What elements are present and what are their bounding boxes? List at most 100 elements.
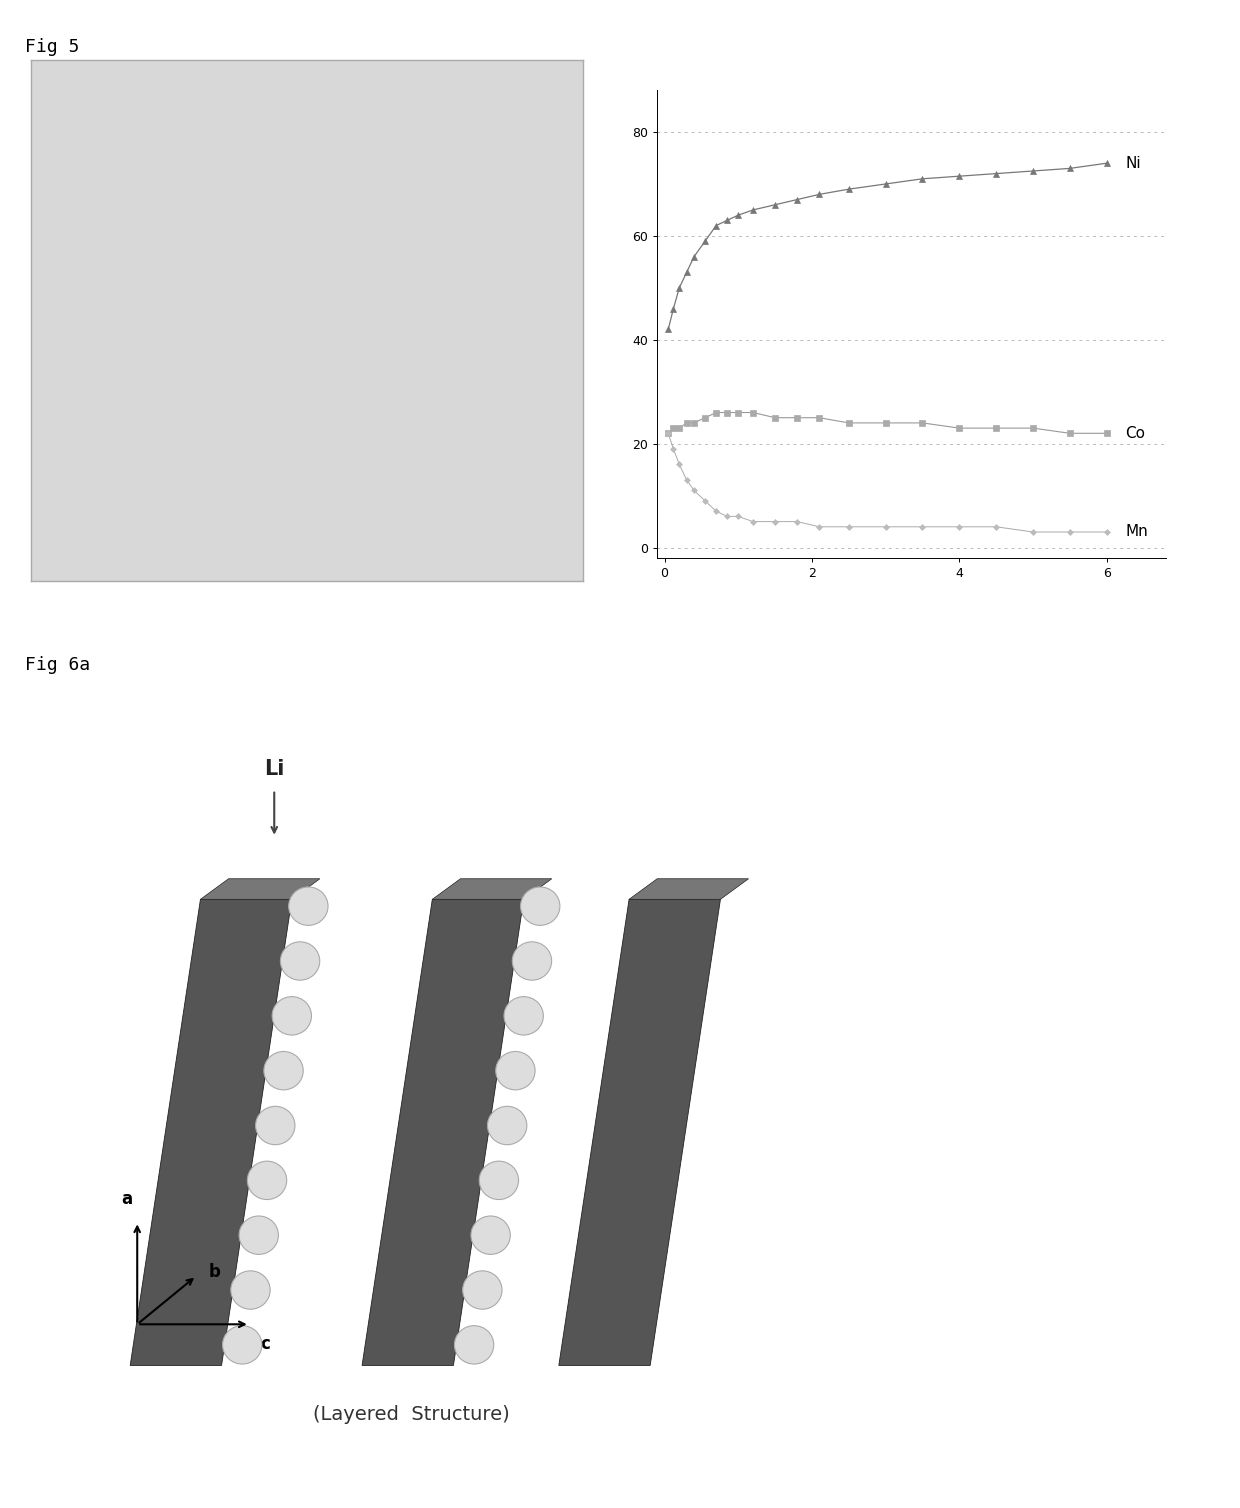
- Circle shape: [409, 253, 433, 276]
- Circle shape: [415, 389, 512, 478]
- Circle shape: [413, 386, 515, 481]
- Circle shape: [445, 416, 482, 451]
- Circle shape: [298, 452, 363, 514]
- Circle shape: [74, 350, 149, 418]
- Text: Li: Li: [264, 760, 284, 780]
- Circle shape: [146, 243, 322, 406]
- Circle shape: [86, 360, 138, 409]
- Circle shape: [192, 285, 277, 363]
- Circle shape: [453, 424, 475, 443]
- Circle shape: [89, 188, 379, 460]
- Circle shape: [87, 360, 136, 407]
- Circle shape: [428, 401, 500, 467]
- Circle shape: [109, 382, 114, 386]
- Circle shape: [346, 195, 496, 335]
- Circle shape: [512, 942, 552, 980]
- Circle shape: [401, 244, 443, 284]
- Circle shape: [321, 475, 340, 492]
- Circle shape: [143, 238, 326, 410]
- Circle shape: [418, 261, 425, 268]
- Circle shape: [294, 449, 367, 519]
- Circle shape: [413, 258, 429, 271]
- Circle shape: [63, 338, 161, 430]
- Circle shape: [496, 1051, 536, 1090]
- Circle shape: [320, 474, 341, 493]
- Circle shape: [412, 255, 430, 273]
- Text: c: c: [260, 1335, 270, 1353]
- Circle shape: [424, 397, 503, 470]
- Polygon shape: [362, 899, 523, 1365]
- Circle shape: [309, 463, 352, 504]
- Circle shape: [107, 379, 118, 389]
- Circle shape: [317, 470, 343, 496]
- Circle shape: [404, 249, 438, 280]
- Circle shape: [299, 454, 362, 513]
- Circle shape: [247, 1161, 286, 1199]
- Circle shape: [301, 455, 360, 511]
- Circle shape: [352, 201, 490, 329]
- Circle shape: [384, 231, 458, 299]
- Circle shape: [454, 425, 474, 443]
- Circle shape: [289, 445, 372, 522]
- Circle shape: [66, 341, 159, 427]
- Circle shape: [471, 1215, 511, 1255]
- Circle shape: [69, 344, 154, 424]
- Circle shape: [73, 348, 150, 419]
- Circle shape: [324, 478, 337, 490]
- Circle shape: [303, 458, 358, 510]
- Circle shape: [181, 274, 288, 374]
- Circle shape: [219, 311, 249, 338]
- Circle shape: [461, 431, 466, 436]
- Circle shape: [58, 335, 165, 434]
- Circle shape: [97, 196, 372, 452]
- Text: 1.00μm: 1.00μm: [216, 146, 243, 154]
- Circle shape: [355, 202, 489, 327]
- Circle shape: [366, 213, 476, 317]
- Circle shape: [433, 404, 495, 463]
- Circle shape: [370, 216, 472, 312]
- Circle shape: [425, 398, 502, 469]
- Circle shape: [223, 314, 246, 335]
- Circle shape: [84, 359, 139, 410]
- Circle shape: [272, 997, 311, 1034]
- Circle shape: [449, 419, 479, 448]
- Circle shape: [150, 246, 319, 403]
- Circle shape: [503, 997, 543, 1034]
- Circle shape: [326, 480, 335, 487]
- Circle shape: [448, 418, 480, 449]
- Circle shape: [312, 467, 348, 499]
- Circle shape: [311, 464, 350, 502]
- Circle shape: [487, 1107, 527, 1145]
- Circle shape: [300, 455, 361, 513]
- Circle shape: [108, 380, 117, 388]
- Circle shape: [391, 235, 451, 293]
- Circle shape: [71, 345, 153, 422]
- Circle shape: [360, 207, 482, 321]
- Circle shape: [264, 1051, 304, 1090]
- Circle shape: [367, 214, 475, 315]
- Circle shape: [100, 374, 123, 394]
- Circle shape: [381, 228, 461, 302]
- Circle shape: [330, 483, 331, 484]
- Circle shape: [231, 1271, 270, 1309]
- Circle shape: [414, 388, 513, 480]
- Circle shape: [280, 942, 320, 980]
- Polygon shape: [629, 879, 749, 899]
- Circle shape: [289, 887, 329, 926]
- Circle shape: [174, 267, 295, 382]
- Circle shape: [358, 205, 485, 323]
- Circle shape: [92, 365, 133, 403]
- Circle shape: [231, 321, 238, 327]
- Circle shape: [79, 353, 145, 415]
- Circle shape: [60, 335, 164, 433]
- Circle shape: [450, 421, 477, 446]
- Text: Element/Image 1: Element/Image 1: [368, 550, 432, 556]
- Circle shape: [438, 410, 490, 458]
- Circle shape: [135, 231, 334, 418]
- Circle shape: [131, 228, 337, 421]
- Circle shape: [379, 225, 464, 303]
- Circle shape: [463, 433, 465, 434]
- Circle shape: [185, 277, 284, 371]
- Circle shape: [154, 249, 315, 400]
- Polygon shape: [559, 899, 720, 1365]
